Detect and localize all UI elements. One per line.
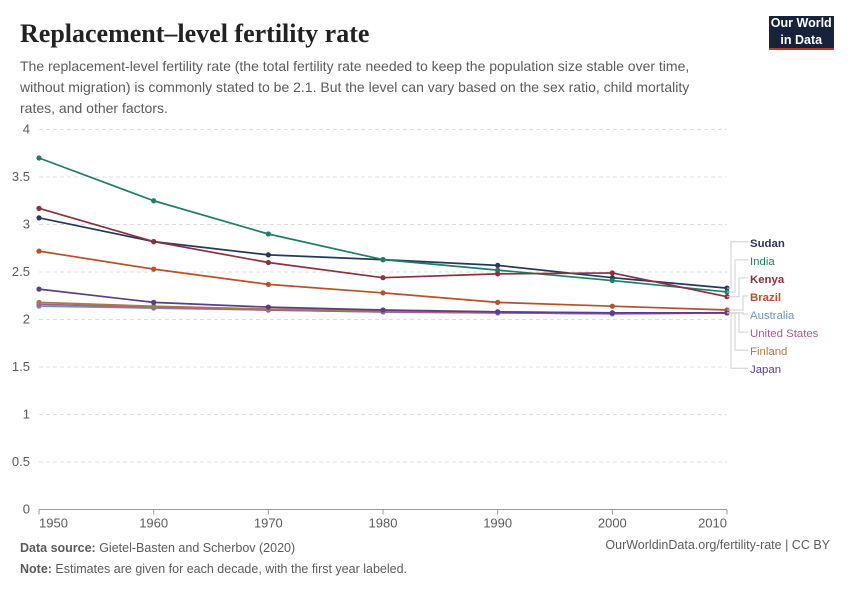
svg-text:United States: United States [750,328,819,340]
svg-text:1950: 1950 [39,516,68,531]
svg-text:Finland: Finland [750,346,787,358]
svg-text:2.5: 2.5 [12,264,30,279]
svg-text:0: 0 [23,502,30,517]
svg-text:India: India [750,256,775,268]
svg-text:2010: 2010 [698,516,727,531]
svg-text:1.5: 1.5 [12,359,30,374]
svg-text:1990: 1990 [483,516,512,531]
svg-text:2: 2 [23,312,30,327]
svg-text:1980: 1980 [369,516,398,531]
svg-text:Sudan: Sudan [750,238,785,250]
svg-text:3: 3 [23,217,30,232]
svg-text:Japan: Japan [750,364,781,376]
svg-text:4: 4 [23,122,30,137]
svg-text:Australia: Australia [750,310,795,322]
svg-text:1: 1 [23,407,30,422]
svg-text:1970: 1970 [254,516,283,531]
svg-text:1960: 1960 [139,516,168,531]
svg-text:2000: 2000 [598,516,627,531]
svg-text:3.5: 3.5 [12,169,30,184]
svg-text:0.5: 0.5 [12,454,30,469]
svg-text:Kenya: Kenya [750,274,785,286]
svg-text:Brazil: Brazil [750,292,781,304]
